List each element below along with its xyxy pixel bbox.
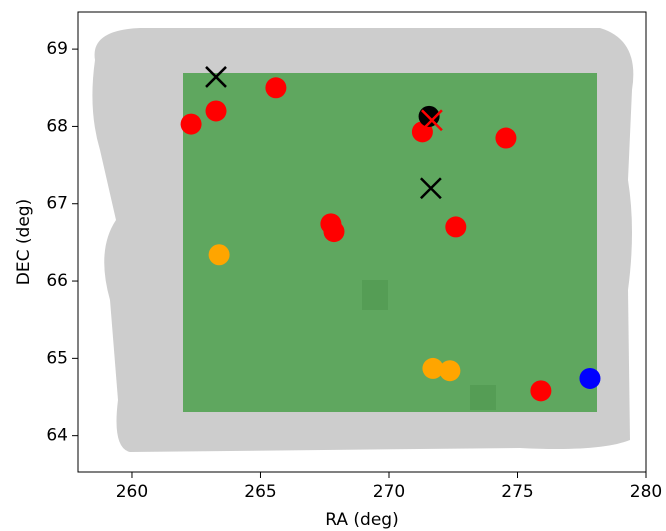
y-tick-label: 67 bbox=[46, 194, 68, 214]
x-axis-label: RA (deg) bbox=[325, 510, 398, 530]
x-tick-label: 275 bbox=[501, 482, 533, 502]
x-tick-label: 280 bbox=[630, 482, 662, 502]
x-tick-label: 270 bbox=[373, 482, 405, 502]
point bbox=[205, 100, 227, 122]
x-tick-label: 265 bbox=[244, 482, 276, 502]
point bbox=[445, 216, 467, 238]
point bbox=[323, 221, 345, 243]
point bbox=[439, 360, 461, 382]
y-tick-label: 66 bbox=[46, 271, 68, 291]
point bbox=[180, 113, 202, 135]
point bbox=[265, 77, 287, 99]
point bbox=[495, 127, 517, 149]
y-tick-label: 65 bbox=[46, 348, 68, 368]
y-tick-label: 68 bbox=[46, 116, 68, 136]
point bbox=[530, 380, 552, 402]
point bbox=[208, 244, 230, 266]
y-tick-label: 69 bbox=[46, 39, 68, 59]
x-tick-label: 260 bbox=[116, 482, 148, 502]
plot-frame bbox=[77, 11, 647, 473]
coverage-region bbox=[183, 73, 597, 412]
x-marker bbox=[421, 109, 443, 132]
x-marker bbox=[419, 177, 442, 200]
y-axis-label: DEC (deg) bbox=[14, 199, 34, 285]
y-tick-label: 64 bbox=[46, 426, 68, 446]
point bbox=[422, 357, 444, 379]
x-marker bbox=[205, 66, 227, 88]
point bbox=[579, 367, 601, 389]
